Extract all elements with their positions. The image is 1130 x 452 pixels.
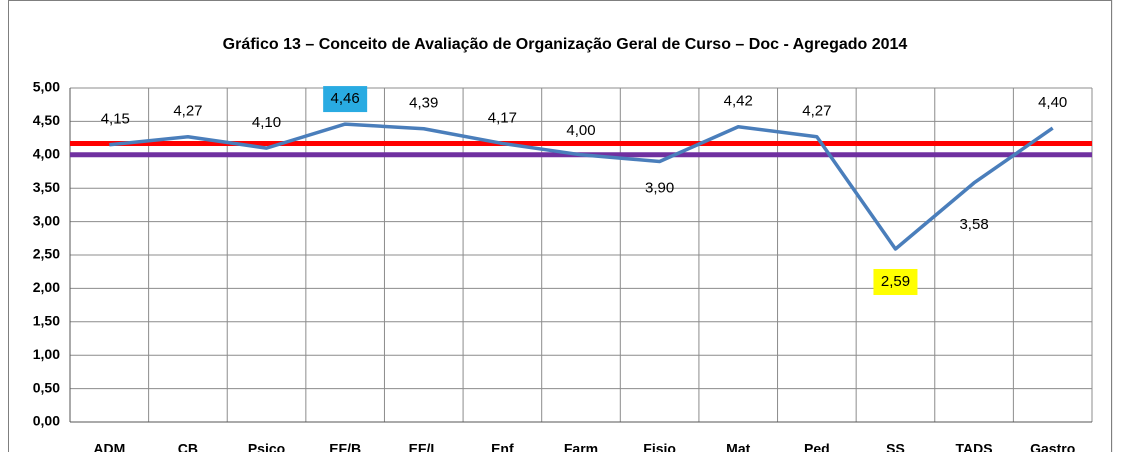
x-tick-label: EF/L: [409, 441, 440, 452]
value-label: 3,58: [959, 216, 988, 233]
value-label-bg: [873, 268, 918, 295]
x-tick-label: Mat: [726, 441, 750, 452]
value-label: 2,59: [881, 273, 910, 290]
y-tick-label: 5,00: [33, 79, 60, 95]
x-tick-label: TADS: [956, 441, 993, 452]
value-label: 4,46: [331, 90, 360, 107]
y-tick-label: 1,00: [33, 346, 60, 362]
y-tick-label: 0,50: [33, 379, 60, 395]
x-tick-label: Psico: [248, 441, 285, 452]
x-tick-label: Farm: [564, 441, 598, 452]
x-tick-label: Ped: [804, 441, 830, 452]
y-tick-label: 2,00: [33, 279, 60, 295]
y-tick-label: 4,50: [33, 112, 60, 128]
x-tick-label: Enf: [491, 441, 514, 452]
y-tick-label: 3,50: [33, 179, 60, 195]
value-label: 3,90: [645, 179, 674, 196]
x-tick-label: CB: [178, 441, 198, 452]
value-label: 4,27: [173, 103, 202, 120]
y-tick-label: 0,00: [33, 413, 60, 429]
y-tick-label: 4,00: [33, 146, 60, 162]
x-tick-label: Fisio: [643, 441, 676, 452]
y-tick-label: 2,50: [33, 246, 60, 262]
value-label: 4,42: [724, 93, 753, 110]
value-label: 4,15: [101, 111, 130, 128]
value-label: 4,17: [488, 109, 517, 126]
value-label: 4,10: [252, 114, 281, 131]
x-tick-label: Gastro: [1030, 441, 1075, 452]
value-label: 4,27: [802, 103, 831, 120]
y-tick-label: 1,50: [33, 313, 60, 329]
value-label: 4,40: [1038, 94, 1067, 111]
value-label-bg: [323, 86, 368, 113]
y-tick-label: 3,00: [33, 212, 60, 228]
value-label: 4,39: [409, 95, 438, 112]
x-tick-label: EF/B: [329, 441, 361, 452]
value-label: 4,00: [566, 122, 595, 139]
x-tick-label: ADM: [93, 441, 125, 452]
chart-border: [8, 0, 1112, 452]
chart-title: Gráfico 13 – Conceito de Avaliação de Or…: [223, 36, 908, 53]
data-line: [109, 122, 1054, 251]
x-tick-label: SS: [886, 441, 905, 452]
